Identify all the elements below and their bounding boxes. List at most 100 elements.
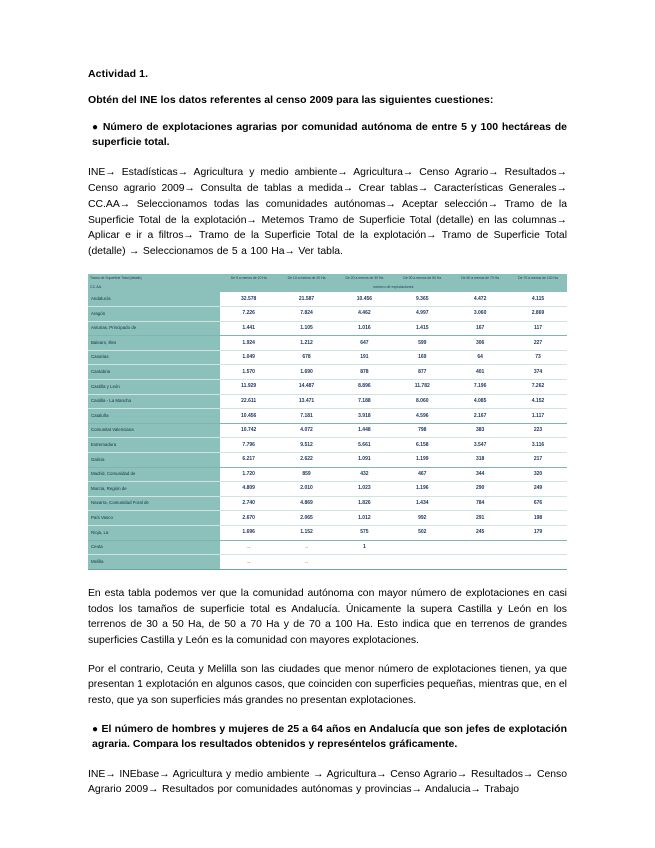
table-cell-value: 4.472 (451, 291, 510, 308)
table-cell-value: 9.365 (393, 291, 452, 308)
table-cell-value: 4.462 (335, 306, 394, 322)
ine-table-wrapper: Tramo de Superficie Total (detalle) De 5… (88, 273, 567, 571)
table-cell-value: 383 (451, 423, 510, 439)
table-row: Comunitat Valenciana 10.742 4.072 1.448 798 3… (88, 423, 567, 439)
column-header-5-10: De 5 a menos de 10 Ha (219, 273, 278, 283)
table-cell-value: 73 (509, 350, 567, 366)
table-row: Galicia 6.217 2.622 1.091 1.199 318 217 (88, 452, 567, 468)
column-header-70-100: De 70 a menos de 100 Ha (509, 273, 567, 283)
table-cell-value: 1.696 (219, 525, 278, 541)
table-cell-value: 198 (509, 510, 567, 526)
table-cell-value: 6.217 (219, 452, 278, 468)
table-cell-value: 1.690 (277, 364, 336, 381)
table-cell-value: 344 (451, 467, 510, 483)
table-cell-value: 4.085 (451, 394, 510, 410)
table-cell-value: 2.010 (277, 481, 336, 497)
table-cell-value: 1.415 (393, 321, 452, 337)
table-cell-value: 7.181 (277, 408, 336, 424)
table-cell-value: 401 (451, 364, 510, 381)
table-row-label: Navarra, Comunidad Foral de (88, 496, 220, 512)
table-cell-value: 1.570 (219, 364, 278, 381)
table-cell-value: 7.226 (219, 306, 278, 322)
question-2-text: El número de hombres y mujeres de 25 a 6… (92, 722, 568, 750)
navigation-path-1: INE→ Estadísticas→ Agricultura y medio a… (88, 167, 567, 258)
table-cell-value: 9.512 (277, 437, 336, 453)
table-cell-value: 1.152 (277, 525, 336, 541)
table-cell-value: 2.065 (277, 510, 336, 526)
table-cell-value: .. (277, 540, 336, 556)
table-cell-value: 575 (335, 525, 394, 541)
table-cell-value: .. (277, 554, 336, 570)
table-cell-value: 877 (393, 364, 452, 381)
analysis-paragraph-1: En esta tabla podemos ver que la comunid… (88, 588, 567, 647)
table-row-label: Canarias (88, 350, 220, 366)
table-cell-value: 7.796 (219, 437, 278, 453)
table-row-label: Rioja, La (88, 525, 220, 541)
table-row-label: Extremadura (88, 437, 220, 453)
table-row: Castilla y León 11.929 14.487 8.896 11.782 7.… (88, 379, 567, 395)
table-cell-value: 4.809 (219, 481, 278, 497)
table-cell-value: 1.049 (219, 350, 278, 366)
table-cell-value: 7.824 (277, 306, 336, 322)
bullet-icon: ● (92, 122, 99, 133)
table-cell-value: 290 (451, 481, 510, 497)
table-row-label: Murcia, Región de (88, 481, 220, 497)
table-row: Castilla - La Mancha 22.611 13.471 7.188 8.0… (88, 394, 567, 410)
table-cell-value: 1.023 (335, 481, 394, 497)
table-cell-value: 992 (393, 510, 452, 526)
table-cell-value: 1.441 (219, 321, 278, 337)
table-cell-value (451, 540, 510, 556)
table-cell-value: 223 (509, 423, 567, 439)
table-cell-value: 8.896 (335, 379, 394, 395)
table-row-label: Madrid, Comunidad de (88, 467, 220, 483)
table-cell-value: 227 (509, 335, 567, 351)
table-row: Cantabria 1.570 1.690 878 877 401 374 (88, 364, 567, 381)
table-cell-value: 64 (451, 350, 510, 366)
table-cell-value (393, 540, 452, 556)
table-cell-value: 1.826 (335, 496, 394, 512)
table-cell-value: 291 (451, 510, 510, 526)
table-cell-value: 1.448 (335, 423, 394, 439)
table-cell-value: 647 (335, 335, 394, 351)
table-cell-value: 1.434 (393, 496, 452, 512)
table-row: Murcia, Región de 4.809 2.010 1.023 1.196 290… (88, 481, 567, 497)
table-row-label: Aragón (88, 306, 220, 322)
table-cell-value: 169 (393, 350, 452, 366)
table-cell-value: 374 (509, 364, 567, 381)
table-row-label: Melilla (88, 554, 220, 570)
table-cell-value: 1.720 (219, 467, 278, 483)
table-row: Aragón 7.226 7.824 4.462 4.997 3.060 2.869 (88, 306, 567, 322)
table-cell-value: 1 (335, 540, 394, 556)
lead-paragraph: Obtén del INE los datos referentes al ce… (88, 94, 494, 106)
table-cell-value: 8.060 (393, 394, 452, 410)
table-row: Navarra, Comunidad Foral de 2.740 4.869 1.8… (88, 496, 567, 512)
table-cell-value: 3.116 (509, 437, 567, 453)
table-corner-label-top: Tramo de Superficie Total (detalle) (88, 273, 220, 283)
table-cell-value: 21.587 (277, 291, 336, 308)
question-1-bullet: ● Número de explotaciones agrarias por c… (88, 120, 567, 150)
analysis-paragraph-2: Por el contrario, Ceuta y Melilla son la… (88, 663, 567, 706)
table-row: Balears, Illes 1.924 1.212 647 599 306 227 (88, 335, 567, 351)
navigation-path-2: INE→ INEbase→ Agricultura y medio ambien… (88, 768, 567, 796)
table-cell-value: 306 (451, 335, 510, 351)
table-row: Ceuta.... 1 (88, 540, 567, 556)
table-cell-value: 1.012 (335, 510, 394, 526)
table-cell-value: 1.924 (219, 335, 278, 351)
table-row-label: Andalucía (88, 291, 220, 308)
page-title: Actividad 1. (88, 68, 149, 80)
column-header-20-30: De 20 a menos de 30 Ha (335, 273, 394, 283)
table-cell-value: 4.997 (393, 306, 452, 322)
table-cell-value: 3.547 (451, 437, 510, 453)
table-cell-value: 217 (509, 452, 567, 468)
question-1-text: Número de explotaciones agrarias por com… (92, 121, 568, 149)
table-row: Cataluña 10.456 7.181 3.918 4.596 2.167 1.117 (88, 408, 567, 424)
table-cell-value: 4.072 (277, 423, 336, 439)
table-cell-value: 4.869 (277, 496, 336, 512)
table-row-label: País Vasco (88, 510, 220, 526)
table-row: Canarias 1.049 678 191 169 64 73 (88, 350, 567, 366)
table-cell-value: 1.196 (393, 481, 452, 497)
table-header-row-columns: Tramo de Superficie Total (detalle) De 5… (88, 273, 567, 283)
table-cell-value: 2.622 (277, 452, 336, 468)
bullet-icon-2: ● (92, 723, 99, 735)
